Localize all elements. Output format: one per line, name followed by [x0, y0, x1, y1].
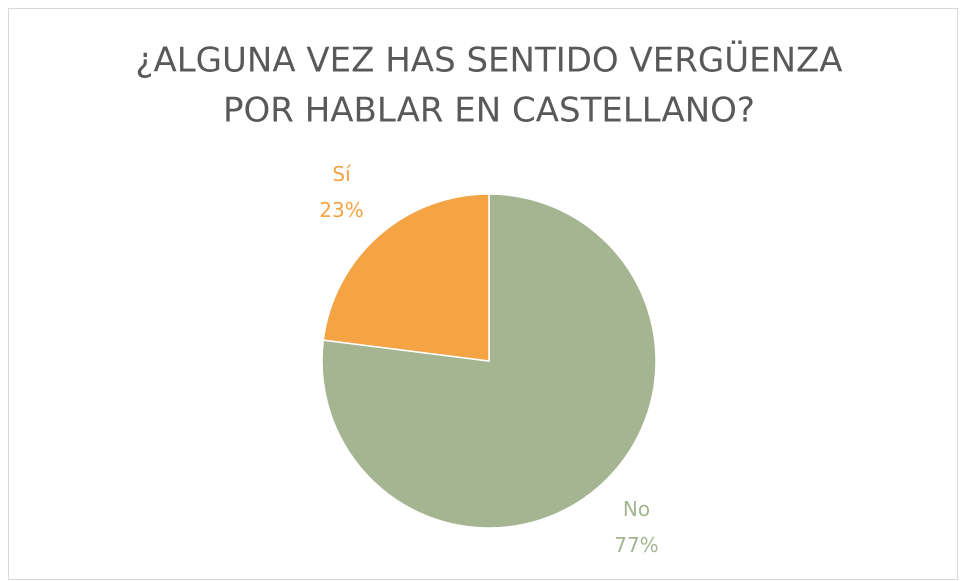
slice-category-label: Sí — [332, 162, 352, 186]
slice-value-label: 23% — [319, 198, 363, 222]
pie-slice — [321, 193, 657, 529]
slice-category-label: No — [623, 497, 650, 521]
slice-value-label: 77% — [614, 533, 658, 557]
chart-title: POR HABLAR EN CASTELLANO? — [223, 91, 755, 131]
pie-slice — [322, 193, 490, 362]
chart-title: ¿ALGUNA VEZ HAS SENTIDO VERGÜENZA — [135, 40, 842, 81]
